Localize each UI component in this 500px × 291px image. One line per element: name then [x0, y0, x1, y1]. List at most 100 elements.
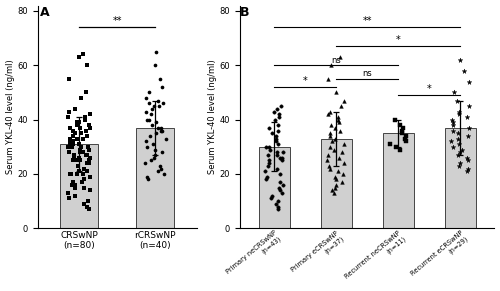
Point [463, 115, 471, 119]
Point [86, 125, 94, 130]
Point [82, 128, 90, 133]
Point [332, 185, 340, 190]
Point [272, 134, 280, 138]
Point [264, 145, 272, 149]
Point [338, 180, 346, 184]
Point [272, 139, 280, 144]
Point [276, 104, 284, 109]
Point [334, 117, 342, 122]
Point [392, 145, 400, 149]
Point [264, 158, 272, 163]
Point [142, 174, 150, 179]
Point [65, 150, 73, 155]
Point [156, 125, 164, 130]
Point [278, 191, 286, 195]
Point [272, 166, 280, 171]
Point [83, 161, 91, 166]
Point [272, 202, 280, 206]
Point [264, 153, 272, 157]
Point [82, 63, 90, 68]
Point [144, 177, 152, 182]
Point [154, 98, 162, 103]
Point [453, 98, 461, 103]
Point [450, 123, 458, 127]
Point [158, 128, 166, 133]
Point [68, 145, 76, 149]
Point [276, 172, 283, 176]
Bar [320, 139, 352, 228]
Point [69, 139, 77, 144]
Point [74, 169, 82, 174]
Point [278, 182, 286, 187]
Point [77, 95, 85, 100]
Point [78, 172, 86, 176]
Point [273, 107, 281, 111]
Point [65, 109, 73, 114]
Point [328, 139, 336, 144]
Point [331, 125, 339, 130]
Point [274, 204, 281, 209]
Point [76, 145, 84, 149]
Point [386, 142, 394, 146]
Point [68, 180, 76, 184]
Point [86, 161, 94, 166]
Point [324, 153, 332, 157]
Point [449, 120, 457, 125]
Point [265, 161, 273, 166]
Point [275, 185, 283, 190]
Point [396, 147, 404, 152]
Point [150, 153, 158, 157]
Point [148, 123, 156, 127]
Point [144, 117, 152, 122]
Point [332, 182, 340, 187]
Point [264, 174, 272, 179]
Point [78, 136, 86, 141]
Point [70, 107, 78, 111]
Point [266, 125, 274, 130]
Point [83, 204, 91, 209]
Point [151, 147, 159, 152]
Point [454, 153, 462, 157]
Point [81, 117, 89, 122]
Point [274, 142, 282, 146]
Point [145, 101, 153, 106]
Point [73, 123, 81, 127]
Point [332, 90, 340, 95]
Point [266, 196, 274, 201]
Point [76, 131, 84, 136]
Point [74, 164, 82, 168]
Point [68, 158, 76, 163]
Point [67, 139, 75, 144]
Point [274, 123, 281, 127]
Point [82, 153, 90, 157]
Text: *: * [396, 36, 400, 45]
Point [150, 104, 158, 109]
Point [456, 161, 464, 166]
Point [275, 112, 283, 117]
Point [146, 134, 154, 138]
Point [464, 169, 471, 174]
Point [84, 169, 92, 174]
Point [276, 180, 284, 184]
Point [71, 194, 79, 198]
Point [82, 115, 90, 119]
Point [456, 150, 464, 155]
Point [268, 131, 276, 136]
Text: *: * [303, 76, 308, 86]
Point [328, 188, 336, 193]
Point [80, 177, 88, 182]
Point [448, 139, 456, 144]
Point [336, 128, 344, 133]
Point [336, 155, 344, 160]
Point [148, 107, 156, 111]
Point [324, 77, 332, 81]
Point [76, 147, 84, 152]
Point [74, 172, 82, 176]
Text: B: B [240, 6, 250, 19]
Point [65, 196, 73, 201]
Point [154, 169, 162, 174]
Point [85, 207, 93, 212]
Point [456, 58, 464, 62]
Point [70, 131, 78, 136]
Point [162, 136, 170, 141]
